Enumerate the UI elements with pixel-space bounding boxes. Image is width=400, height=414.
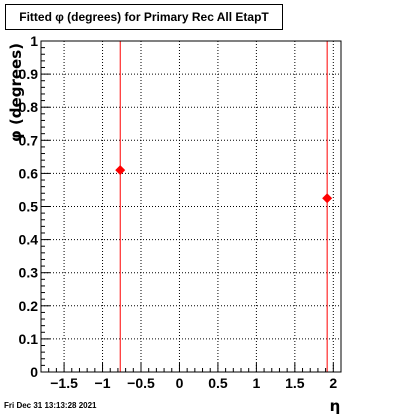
y-tick-label: 0.7 [19,132,39,148]
y-axis-title: φ (degrees) [7,43,25,142]
y-tick-label: 1 [30,33,38,49]
grid-layer [41,40,341,373]
y-tick-label: 0.3 [19,265,39,281]
y-tick-label: 0.1 [19,331,39,347]
x-tick-label: 0.5 [208,375,228,391]
data-point [322,193,333,204]
x-tick-label: −1 [95,375,111,391]
y-tick-label: 0.8 [19,99,39,115]
x-tick-label: 1.5 [285,375,305,391]
y-tick-label: 0.6 [19,165,39,181]
y-tick-label: 0.9 [19,66,39,82]
x-tick-label: −0.5 [127,375,155,391]
data-point [115,165,126,176]
y-tick-label: 0.4 [19,232,39,248]
timestamp: Fri Dec 31 13:13:28 2021 [4,401,97,410]
x-tick-label: −1.5 [50,375,78,391]
x-axis-title: η [330,397,341,414]
x-tick-label: 2 [329,375,337,391]
chart-title: Fitted φ (degrees) for Primary Rec All E… [5,4,283,30]
x-tick-label: 1 [252,375,260,391]
y-tick-label: 0.5 [19,199,39,215]
x-tick-label: 0 [176,375,184,391]
y-tick-label: 0 [30,364,38,380]
ticks-layer [40,40,342,373]
y-tick-label: 0.2 [19,298,39,314]
marks-layer [115,41,333,372]
labels-layer: −1.5 −1 −0.5 0 0.5 1 1.5 2 0 0.1 0.2 0.3 0.4 0.5 0.6 0.… [19,33,338,391]
